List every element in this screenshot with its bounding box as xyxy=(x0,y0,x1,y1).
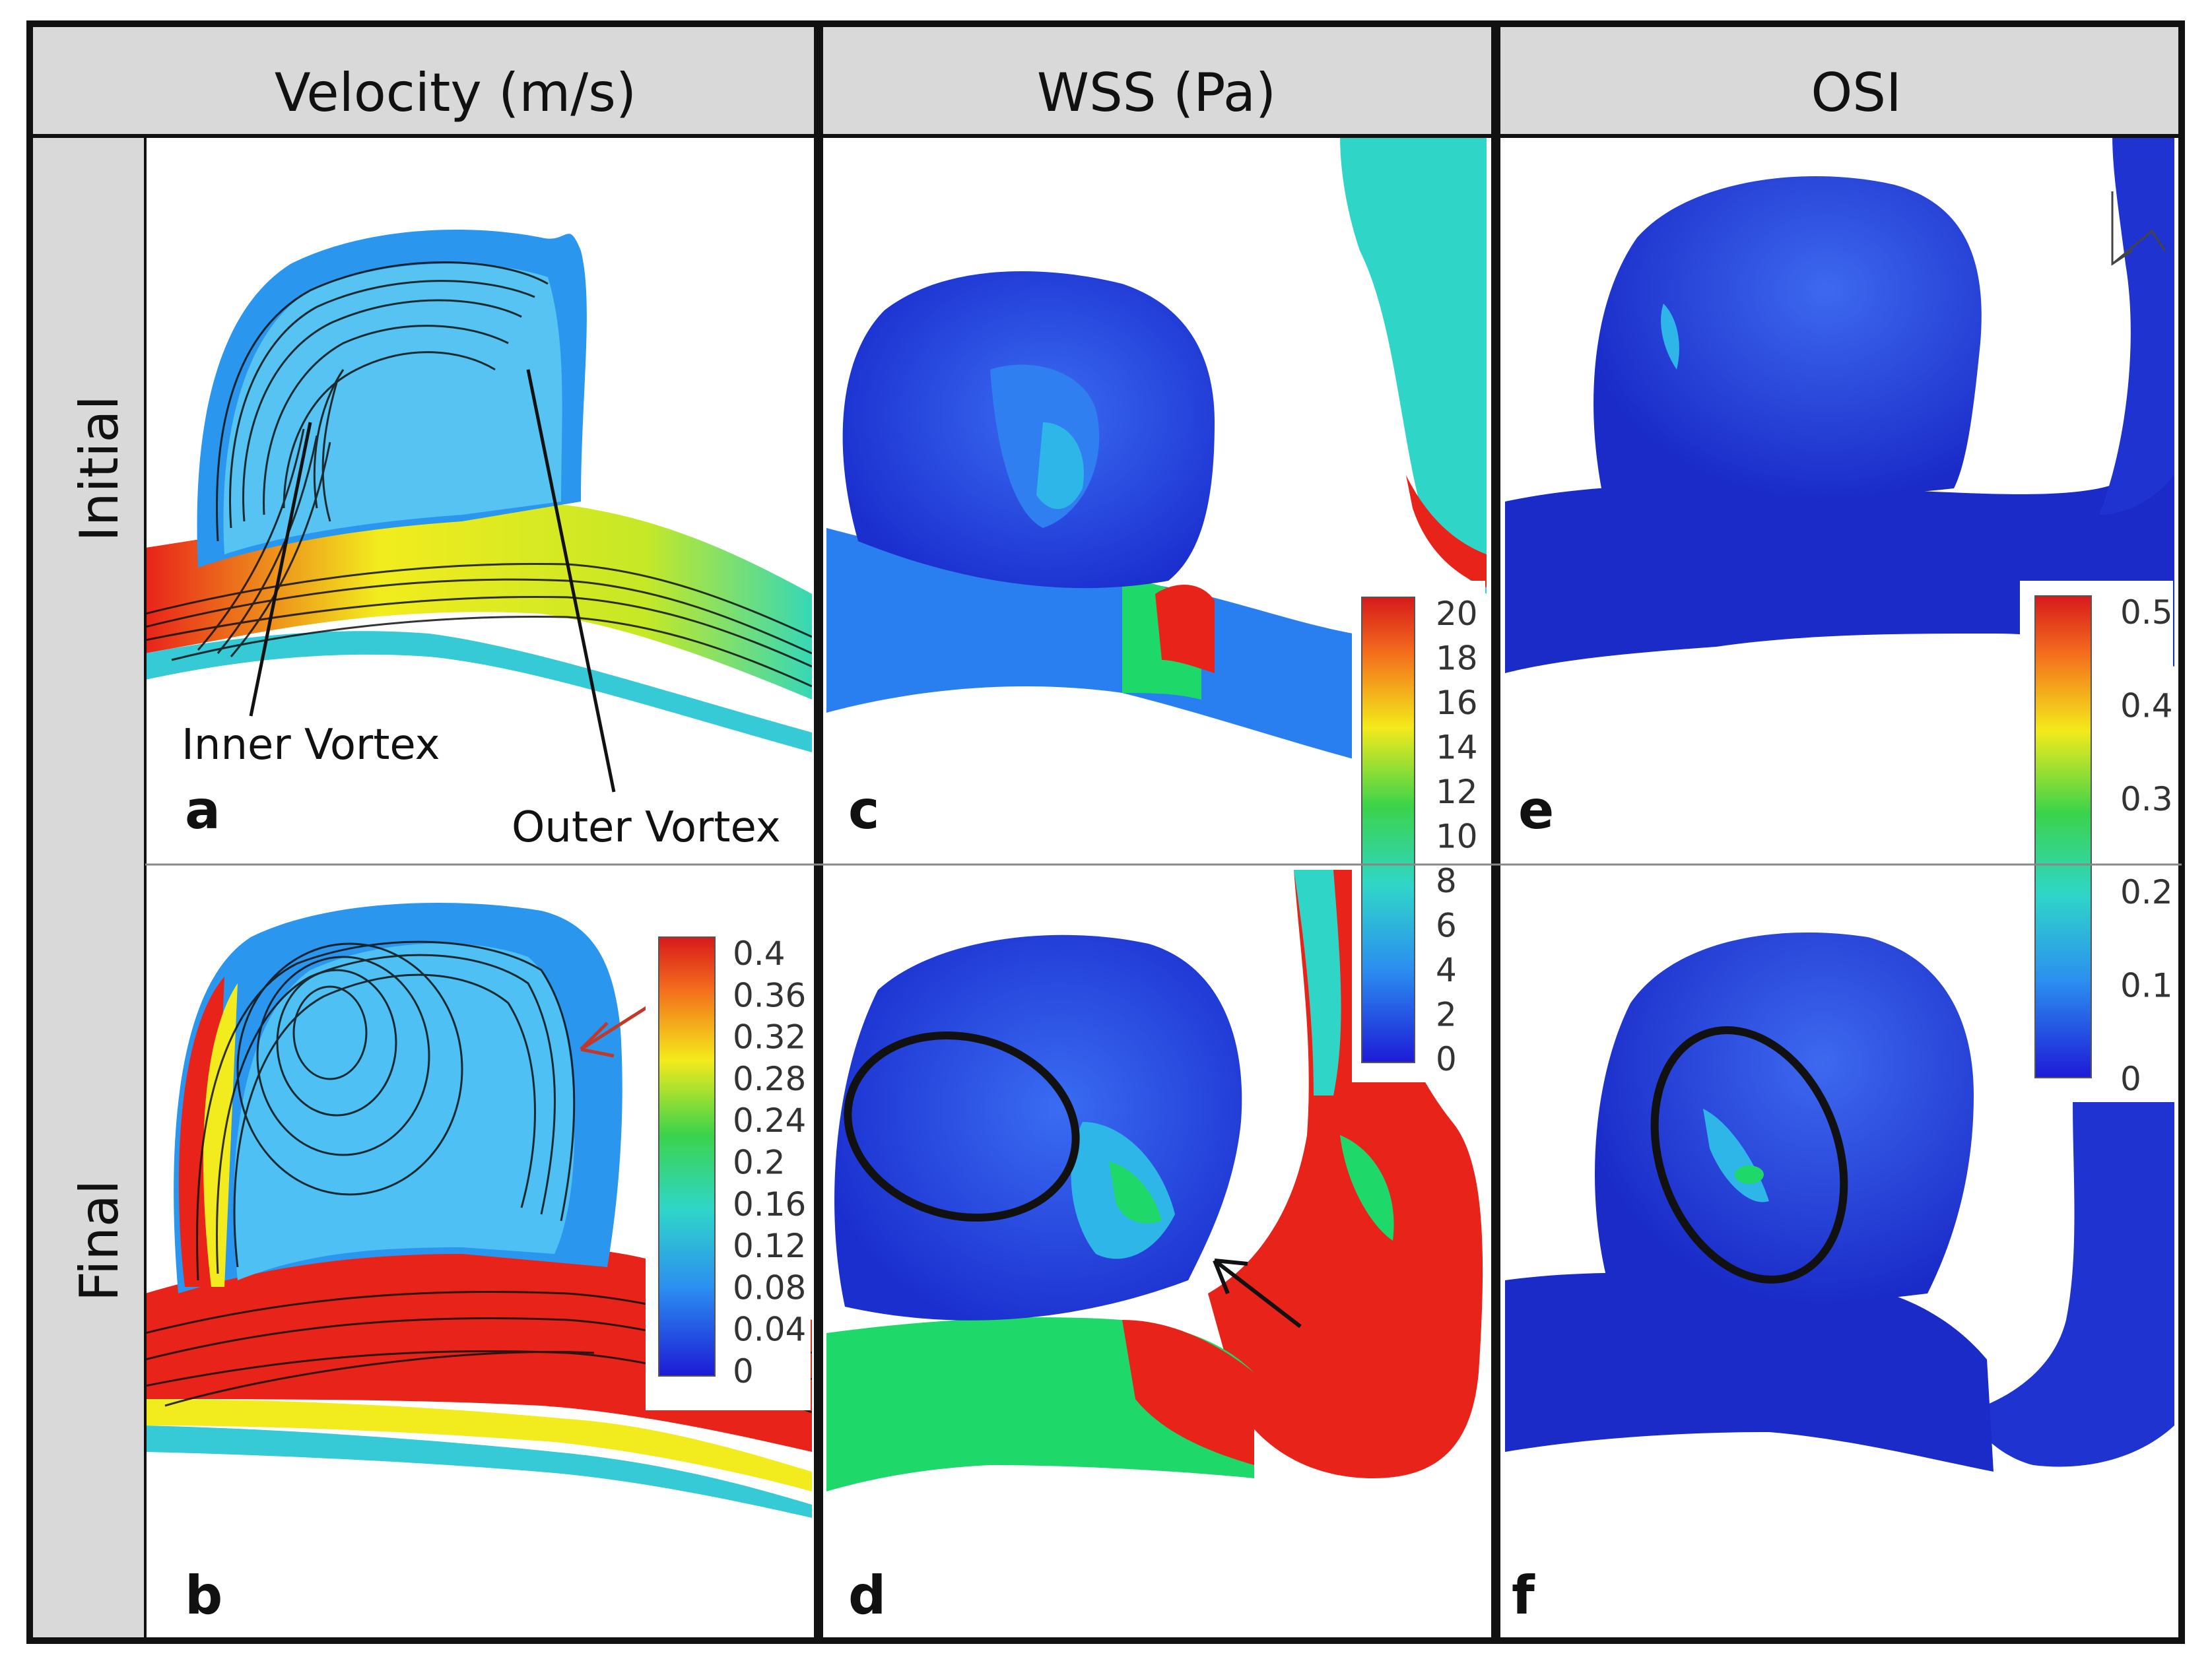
panel-letter-c: c xyxy=(848,779,879,841)
column-header-velocity: Velocity (m/s) xyxy=(275,62,636,123)
colorbar-velocity-tick: 0.16 xyxy=(733,1185,806,1224)
panel-a-velocity-initial xyxy=(145,230,812,793)
colorbar-wss-tick: 6 xyxy=(1436,907,1457,945)
colorbar-velocity-tick: 0.04 xyxy=(733,1311,806,1349)
colorbar-osi-tick: 0.4 xyxy=(2120,686,2173,725)
colorbar-wss-tick: 8 xyxy=(1436,862,1457,900)
row-label-final: Final xyxy=(69,1180,130,1301)
colorbar-velocity-gradient xyxy=(658,936,716,1377)
colorbar-velocity-tick: 0.4 xyxy=(733,934,786,973)
row-label-band xyxy=(30,136,145,1641)
colorbar-wss-tick: 12 xyxy=(1436,773,1478,811)
colorbar-velocity: 0.40.36 0.320.280.24 0.20.160.120.08 0.040 xyxy=(646,872,811,1410)
label-outer-vortex: Outer Vortex xyxy=(512,803,781,852)
colorbar-wss-tick: 20 xyxy=(1436,595,1478,633)
wss-low-region-circle xyxy=(844,1031,1080,1222)
panel-letter-d: d xyxy=(848,1565,886,1626)
colorbar-wss-tick: 4 xyxy=(1436,951,1457,989)
colorbar-osi-tick: 0.3 xyxy=(2120,780,2173,818)
column-header-wss: WSS (Pa) xyxy=(1037,62,1276,123)
colorbar-osi-tick: 0.5 xyxy=(2120,593,2173,632)
panel-f-osi-final xyxy=(1505,933,2174,1472)
panel-letter-f: f xyxy=(1512,1565,1535,1626)
colorbar-osi: 0.5 0.4 0.3 0.2 0.1 0 xyxy=(2020,581,2173,1102)
colorbar-velocity-tick: 0.12 xyxy=(733,1227,806,1265)
colorbar-wss-tick: 14 xyxy=(1436,729,1478,767)
colorbar-velocity-tick: 0.36 xyxy=(733,976,806,1014)
colorbar-velocity-tick: 0.28 xyxy=(733,1060,806,1098)
panel-b-velocity-final xyxy=(145,903,812,1518)
colorbar-wss-tick: 18 xyxy=(1436,639,1478,678)
column-header-osi: OSI xyxy=(1811,62,1901,123)
panel-letter-e: e xyxy=(1518,779,1554,841)
label-inner-vortex: Inner Vortex xyxy=(182,721,440,769)
colorbar-osi-gradient xyxy=(2034,595,2092,1078)
panel-d-wss-final xyxy=(826,870,1483,1491)
colorbar-velocity-tick: 0.32 xyxy=(733,1018,806,1057)
figure-frame xyxy=(26,20,2185,1644)
colorbar-wss-tick: 16 xyxy=(1436,684,1478,722)
colorbar-wss-gradient xyxy=(1361,597,1415,1063)
panel-letter-a: a xyxy=(185,779,220,841)
colorbar-velocity-tick: 0.24 xyxy=(733,1101,806,1140)
colorbar-osi-tick: 0.2 xyxy=(2120,873,2173,911)
colorbar-velocity-tick: 0.2 xyxy=(733,1144,786,1182)
colorbar-osi-tick: 0 xyxy=(2120,1060,2141,1098)
panel-c-wss-initial xyxy=(826,135,1487,759)
colorbar-wss-tick: 2 xyxy=(1436,996,1457,1034)
osi-high-region-circle xyxy=(1650,1026,1848,1284)
row-label-initial: Initial xyxy=(69,395,130,541)
panel-e-osi-initial xyxy=(1505,135,2174,673)
colorbar-osi-tick: 0.1 xyxy=(2120,967,2173,1005)
colorbar-wss-tick: 10 xyxy=(1436,818,1478,856)
panel-letter-b: b xyxy=(185,1565,222,1626)
header-band xyxy=(30,24,2182,136)
colorbar-wss-tick: 0 xyxy=(1436,1040,1457,1078)
colorbar-velocity-tick: 0.08 xyxy=(733,1268,806,1307)
colorbar-velocity-tick: 0 xyxy=(733,1352,754,1391)
